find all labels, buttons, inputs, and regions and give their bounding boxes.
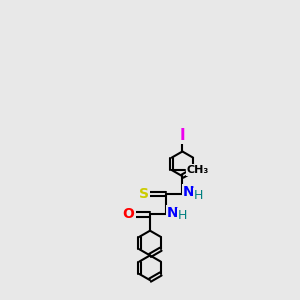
Text: N: N	[183, 185, 195, 199]
Text: N: N	[167, 206, 178, 220]
Text: H: H	[178, 209, 187, 223]
Text: S: S	[139, 187, 148, 201]
Text: H: H	[194, 189, 203, 202]
Text: I: I	[180, 128, 185, 143]
Text: O: O	[123, 208, 134, 221]
Text: CH₃: CH₃	[186, 165, 209, 175]
